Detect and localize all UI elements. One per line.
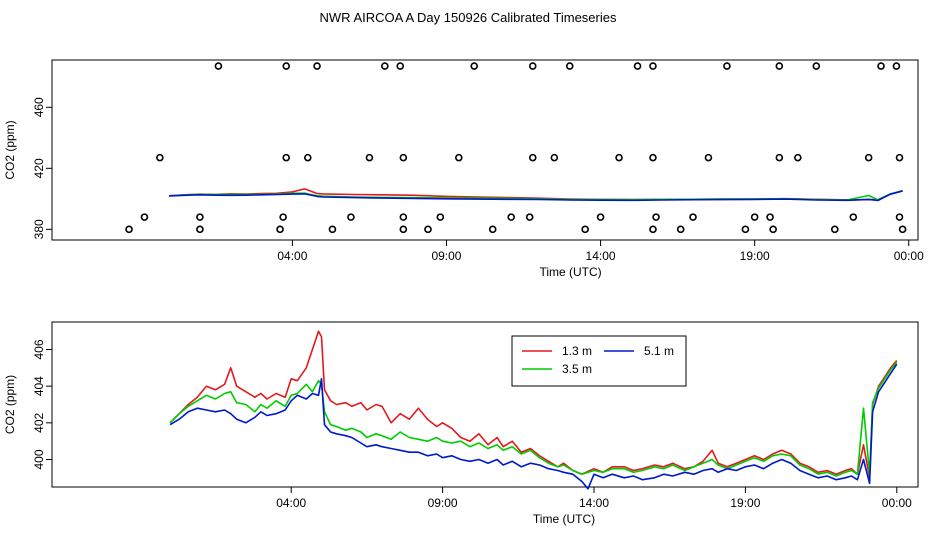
data-point <box>436 213 445 221</box>
data-point <box>488 225 497 234</box>
series-line-3-5-m <box>169 361 898 477</box>
data-point <box>282 153 291 162</box>
data-point <box>550 153 559 162</box>
x-tick-label: 00:00 <box>882 496 912 510</box>
series-line-1-3-m <box>169 330 898 479</box>
y-tick-label: 406 <box>32 339 46 359</box>
data-point <box>525 213 534 221</box>
data-point <box>528 153 537 162</box>
data-point <box>424 225 432 234</box>
data-point <box>399 213 408 221</box>
x-tick-label: 19:00 <box>740 249 770 263</box>
data-point <box>898 225 907 234</box>
data-point <box>723 62 731 70</box>
data-point <box>769 225 777 234</box>
data-point <box>633 62 642 70</box>
data-point <box>596 213 605 221</box>
data-point <box>196 213 204 221</box>
data-point <box>347 213 355 221</box>
x-axis-label: Time (UTC) <box>539 265 601 279</box>
data-point <box>794 153 802 162</box>
data-point <box>470 62 479 70</box>
data-point <box>750 213 759 221</box>
data-point <box>615 153 623 162</box>
legend-label: 3.5 m <box>562 362 592 376</box>
data-point <box>528 62 537 70</box>
data-point <box>895 153 904 162</box>
data-point <box>196 225 204 234</box>
data-point <box>125 225 133 234</box>
figure-title: NWR AIRCOA A Day 150926 Calibrated Times… <box>320 10 617 25</box>
x-tick-label: 00:00 <box>894 249 924 263</box>
data-point <box>892 62 901 70</box>
data-point <box>396 62 405 70</box>
data-point <box>766 213 774 221</box>
data-point <box>279 213 287 221</box>
x-tick-label: 14:00 <box>586 249 616 263</box>
x-tick-label: 19:00 <box>730 496 760 510</box>
legend-box <box>511 335 687 387</box>
data-point <box>381 62 389 70</box>
y-tick-label: 402 <box>32 413 46 433</box>
bottom-panel: 04:00 09:00 14:00 19:00 00:00 400 402 404 406 Tim… <box>3 321 919 526</box>
data-point <box>328 225 337 234</box>
data-point <box>156 153 164 162</box>
data-point <box>581 225 589 234</box>
data-point <box>812 62 821 70</box>
data-point <box>864 153 873 162</box>
data-point <box>303 153 312 162</box>
legend-label: 1.3 m <box>562 344 592 358</box>
plot-frame <box>51 321 919 488</box>
y-axis-label: CO2 (ppm) <box>3 120 17 179</box>
data-point <box>676 225 685 234</box>
data-point <box>365 153 374 162</box>
data-point <box>313 62 321 70</box>
data-point <box>276 225 284 234</box>
data-point <box>830 225 839 234</box>
data-point <box>849 213 858 221</box>
data-point <box>399 225 408 234</box>
data-point <box>741 225 750 234</box>
y-axis-label: CO2 (ppm) <box>3 375 17 434</box>
data-point <box>877 62 885 70</box>
top-panel: 04:00 09:00 14:00 19:00 00:00 380 420 460 Time (… <box>3 59 924 279</box>
data-point <box>652 213 660 221</box>
data-point <box>775 62 784 70</box>
data-point <box>455 153 463 162</box>
y-tick-label: 420 <box>32 158 46 178</box>
y-tick-label: 380 <box>32 219 46 239</box>
y-tick-label: 404 <box>32 376 46 396</box>
data-point <box>649 225 657 234</box>
x-tick-label: 09:00 <box>428 496 458 510</box>
data-point <box>507 213 515 221</box>
data-point <box>214 62 223 70</box>
data-point <box>282 62 291 70</box>
data-point <box>140 213 149 221</box>
data-point <box>649 62 657 70</box>
x-axis-label: Time (UTC) <box>533 512 595 526</box>
data-point <box>775 153 784 162</box>
plot-frame <box>51 59 919 241</box>
x-tick-label: 14:00 <box>579 496 609 510</box>
data-point <box>399 153 408 162</box>
legend-label: 5.1 m <box>644 344 674 358</box>
x-tick-label: 09:00 <box>431 249 461 263</box>
data-point <box>649 153 657 162</box>
x-tick-label: 04:00 <box>276 496 306 510</box>
data-point <box>689 213 697 221</box>
series-line-5-1-m <box>169 363 898 490</box>
x-tick-label: 04:00 <box>277 249 307 263</box>
y-tick-label: 400 <box>32 449 46 469</box>
data-point <box>895 213 904 221</box>
data-point <box>704 153 713 162</box>
data-point <box>565 62 574 70</box>
series-line-5-1-m <box>169 190 903 202</box>
y-tick-label: 460 <box>32 97 46 117</box>
